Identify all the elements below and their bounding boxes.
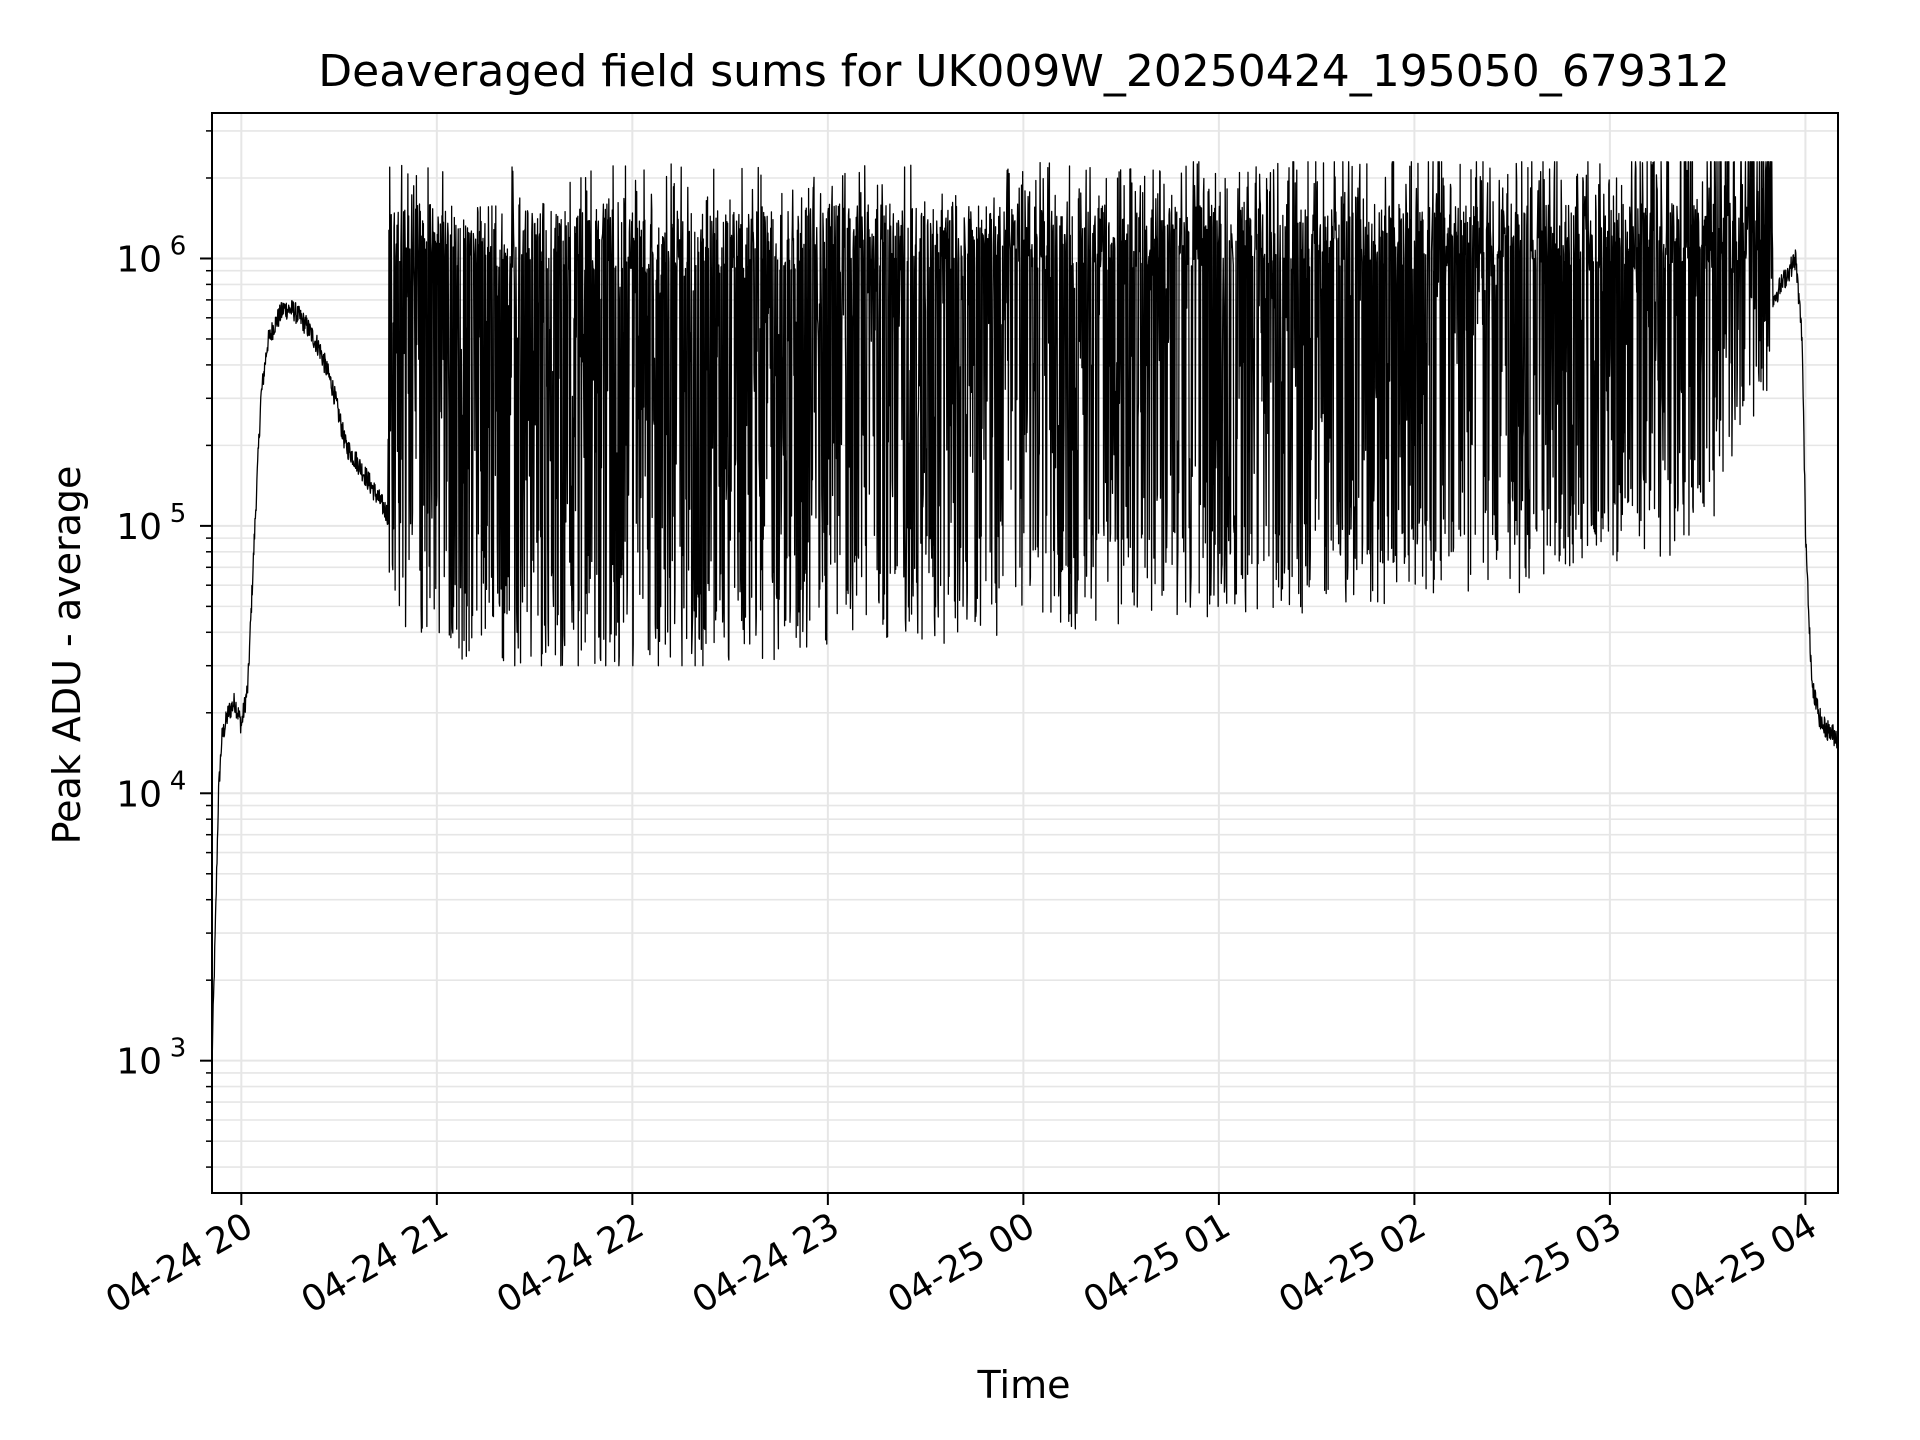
y-tick-label-exponent: 6 <box>170 231 187 261</box>
y-tick-label: 10 <box>116 239 162 280</box>
y-tick-label-exponent: 4 <box>170 766 187 796</box>
plot-frame <box>211 112 1839 1194</box>
x-axis-label: Time <box>977 1363 1071 1407</box>
chart-title: Deaveraged field sums for UK009W_2025042… <box>318 46 1729 97</box>
y-tick-label-exponent: 5 <box>170 499 187 529</box>
y-tick-label: 10 <box>116 774 162 815</box>
series-line <box>211 161 1839 1058</box>
y-tick-label: 10 <box>116 507 162 548</box>
y-tick-label-exponent: 3 <box>170 1034 187 1064</box>
y-axis-label: Peak ADU - average <box>45 466 89 845</box>
y-tick-label: 10 <box>116 1042 162 1083</box>
series-layer <box>211 161 1839 1058</box>
